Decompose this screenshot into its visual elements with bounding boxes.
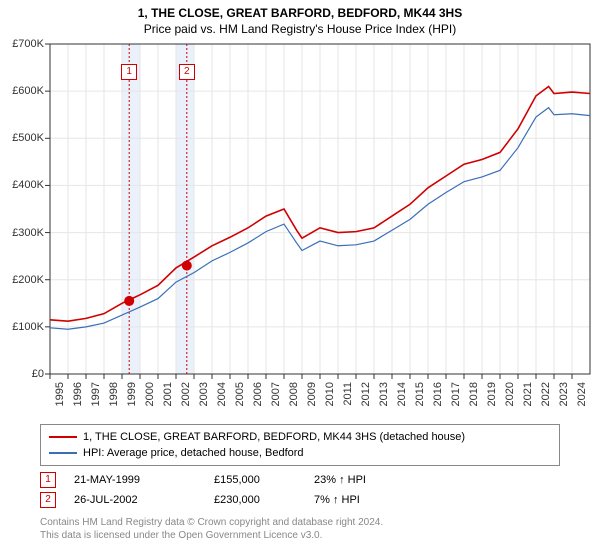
chart-title: 1, THE CLOSE, GREAT BARFORD, BEDFORD, MK…	[0, 0, 600, 20]
x-tick-label: 2024	[576, 382, 588, 406]
x-tick-label: 2018	[468, 382, 480, 406]
chart-area: £0 £100K £200K £300K £400K £500K £600K £700K 19…	[0, 40, 600, 420]
annotation-date: 21-MAY-1999	[74, 474, 214, 486]
x-tick-label: 2016	[432, 382, 444, 406]
x-tick-label: 2007	[270, 382, 282, 406]
y-tick-label: £500K	[12, 132, 44, 144]
y-tick-label: £100K	[12, 321, 44, 333]
y-tick-label: £700K	[12, 38, 44, 50]
x-tick-label: 2011	[342, 382, 354, 406]
x-tick-label: 2004	[216, 382, 228, 406]
footer: Contains HM Land Registry data © Crown c…	[40, 516, 560, 542]
x-tick-label: 2009	[306, 382, 318, 406]
x-tick-label: 2001	[162, 382, 174, 406]
x-tick-label: 1999	[126, 382, 138, 406]
y-tick-label: £0	[32, 368, 44, 380]
chart-callout: 2	[179, 64, 195, 80]
annotation-table: 1 21-MAY-1999 £155,000 23% ↑ HPI 2 26-JU…	[40, 470, 560, 510]
x-tick-label: 2006	[252, 382, 264, 406]
x-tick-label: 2012	[360, 382, 372, 406]
x-tick-label: 2021	[522, 382, 534, 406]
annotation-price: £230,000	[214, 494, 314, 506]
annotation-row: 1 21-MAY-1999 £155,000 23% ↑ HPI	[40, 470, 560, 490]
annotation-date: 26-JUL-2002	[74, 494, 214, 506]
legend-item: HPI: Average price, detached house, Bedf…	[49, 445, 551, 461]
x-tick-label: 2008	[288, 382, 300, 406]
x-tick-label: 2003	[198, 382, 210, 406]
annotation-price: £155,000	[214, 474, 314, 486]
y-tick-label: £300K	[12, 227, 44, 239]
x-tick-label: 2000	[144, 382, 156, 406]
x-tick-label: 2019	[486, 382, 498, 406]
footer-line: This data is licensed under the Open Gov…	[40, 529, 560, 542]
x-tick-label: 2005	[234, 382, 246, 406]
x-tick-label: 2017	[450, 382, 462, 406]
x-tick-label: 2014	[396, 382, 408, 406]
x-tick-label: 2002	[180, 382, 192, 406]
annotation-pct: 23% ↑ HPI	[314, 474, 414, 486]
x-tick-label: 1996	[72, 382, 84, 406]
y-tick-label: £400K	[12, 179, 44, 191]
x-tick-label: 2022	[540, 382, 552, 406]
chart-subtitle: Price paid vs. HM Land Registry's House …	[0, 20, 600, 40]
legend-item: 1, THE CLOSE, GREAT BARFORD, BEDFORD, MK…	[49, 429, 551, 445]
y-tick-label: £200K	[12, 274, 44, 286]
annotation-pct: 7% ↑ HPI	[314, 494, 414, 506]
legend-label: HPI: Average price, detached house, Bedf…	[83, 445, 304, 461]
annotation-row: 2 26-JUL-2002 £230,000 7% ↑ HPI	[40, 490, 560, 510]
legend: 1, THE CLOSE, GREAT BARFORD, BEDFORD, MK…	[40, 424, 560, 466]
chart-container: 1, THE CLOSE, GREAT BARFORD, BEDFORD, MK…	[0, 0, 600, 560]
y-tick-label: £600K	[12, 85, 44, 97]
x-tick-label: 2013	[378, 382, 390, 406]
chart-callout: 1	[121, 64, 137, 80]
legend-swatch-blue	[49, 452, 77, 454]
annotation-marker: 2	[40, 492, 56, 508]
x-tick-label: 2010	[324, 382, 336, 406]
legend-label: 1, THE CLOSE, GREAT BARFORD, BEDFORD, MK…	[83, 429, 465, 445]
chart-svg	[0, 40, 600, 420]
footer-line: Contains HM Land Registry data © Crown c…	[40, 516, 560, 529]
x-tick-label: 2015	[414, 382, 426, 406]
x-tick-label: 1998	[108, 382, 120, 406]
x-tick-label: 1995	[54, 382, 66, 406]
x-tick-label: 2023	[558, 382, 570, 406]
legend-swatch-red	[49, 436, 77, 438]
annotation-marker: 1	[40, 472, 56, 488]
x-tick-label: 1997	[90, 382, 102, 406]
x-tick-label: 2020	[504, 382, 516, 406]
